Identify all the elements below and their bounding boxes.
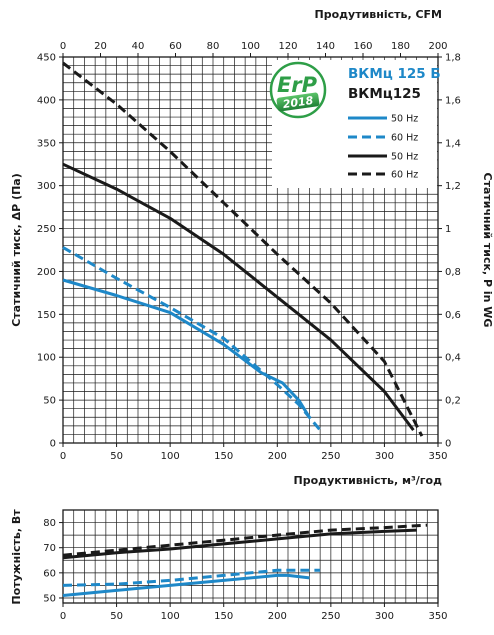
x2-tick-label: 140 (316, 41, 335, 52)
x2-tick-label: 100 (241, 41, 260, 52)
y-tick-label: 200 (37, 267, 56, 278)
x2-tick-label: 40 (132, 41, 145, 52)
erp-badge-ribbon (276, 92, 320, 112)
y2-tick-label: 0 (445, 439, 451, 450)
y-tick-label: 50 (43, 396, 56, 407)
x-tick-label: 200 (268, 451, 287, 462)
plot-frame (62, 56, 439, 444)
legend-label: 50 Hz (391, 114, 418, 125)
x2-tick-label: 20 (94, 41, 107, 52)
x-tick-label: 300 (375, 451, 394, 462)
pressure-series-line (62, 246, 322, 432)
y2-tick-label: 0,8 (445, 267, 461, 278)
power-x-tick-label: 200 (268, 611, 287, 622)
y-tick-label: 350 (37, 138, 56, 149)
power-x-tick-label: 300 (375, 611, 394, 622)
x2-tick-label: 180 (391, 41, 410, 52)
y2-tick-label: 1,6 (445, 95, 461, 106)
power-series-line (62, 568, 321, 587)
y2-tick-label: 1 (445, 224, 451, 235)
legend-label: 60 Hz (391, 133, 418, 144)
y-tick-label: 400 (37, 95, 56, 106)
pressure-chart: 0 50 100 150 200 250 300 3500501001502002503003… (10, 8, 494, 487)
power-y-tick-label: 60 (43, 568, 56, 579)
x2-tick-label: 60 (169, 41, 182, 52)
power-x-tick-label: 100 (161, 611, 180, 622)
erp-badge-year: 2018 (282, 94, 314, 111)
y-tick-label: 300 (37, 181, 56, 192)
power-chart: 0 50 100 150 200 250 300 350 50 60 70 80 Потужність,… (10, 509, 448, 622)
power-series-line (62, 528, 417, 560)
y-axis-title: Статичний тиск, ΔP (Па) (10, 173, 23, 327)
legend-label: 60 Hz (391, 170, 418, 181)
power-y-axis-title: Потужність, Вт (10, 509, 23, 605)
power-x-tick-label: 0 (60, 611, 66, 622)
x-tick-label: 350 (428, 451, 447, 462)
x-axis-title: Продуктивність, м³/год (294, 474, 443, 487)
power-x-tick-label: 50 (110, 611, 123, 622)
power-y-tick-label: 80 (43, 518, 56, 529)
y2-tick-label: 0,2 (445, 396, 461, 407)
x-tick-label: 0 (60, 451, 66, 462)
x-tick-label: 250 (321, 451, 340, 462)
x2-tick-label: 120 (278, 41, 297, 52)
pressure-series-line (62, 278, 311, 419)
erp-badge-text: ErP (277, 73, 318, 97)
y-tick-label: 250 (37, 224, 56, 235)
power-series-line (62, 573, 310, 597)
model-label-1: ВКМц 125 Б (348, 66, 441, 82)
power-series-line (62, 523, 428, 557)
pressure-series-line (62, 162, 415, 432)
y-tick-label: 150 (37, 310, 56, 321)
y2-tick-label: 0,6 (445, 310, 461, 321)
x2-tick-label: 200 (428, 41, 447, 52)
power-x-tick-label: 350 (428, 611, 447, 622)
x-tick-label: 150 (214, 451, 233, 462)
power-x-tick-label: 150 (214, 611, 233, 622)
y2-tick-label: 0,4 (445, 353, 461, 364)
y-tick-label: 100 (37, 353, 56, 364)
x-tick-label: 100 (161, 451, 180, 462)
power-x-tick-label: 250 (321, 611, 340, 622)
y-tick-label: 450 (37, 53, 56, 64)
legend-label: 50 Hz (391, 152, 418, 163)
y-tick-label: 0 (50, 439, 56, 450)
x-tick-label: 50 (110, 451, 123, 462)
y2-tick-label: 1,2 (445, 181, 461, 192)
x2-tick-label: 80 (207, 41, 220, 52)
x2-tick-label: 160 (353, 41, 372, 52)
y2-tick-label: 1,4 (445, 138, 461, 149)
pressure-series-line (62, 61, 424, 437)
power-y-tick-label: 50 (43, 593, 56, 604)
power-y-tick-label: 70 (43, 543, 56, 554)
x2-tick-label: 0 (60, 41, 66, 52)
y2-tick-label: 1,8 (445, 53, 461, 64)
x2-axis-title: Продутивність, CFM (315, 8, 443, 21)
model-label-2: ВКМц125 (348, 86, 421, 102)
y2-axis-title: Статичний тиск, P in WG (481, 173, 494, 328)
